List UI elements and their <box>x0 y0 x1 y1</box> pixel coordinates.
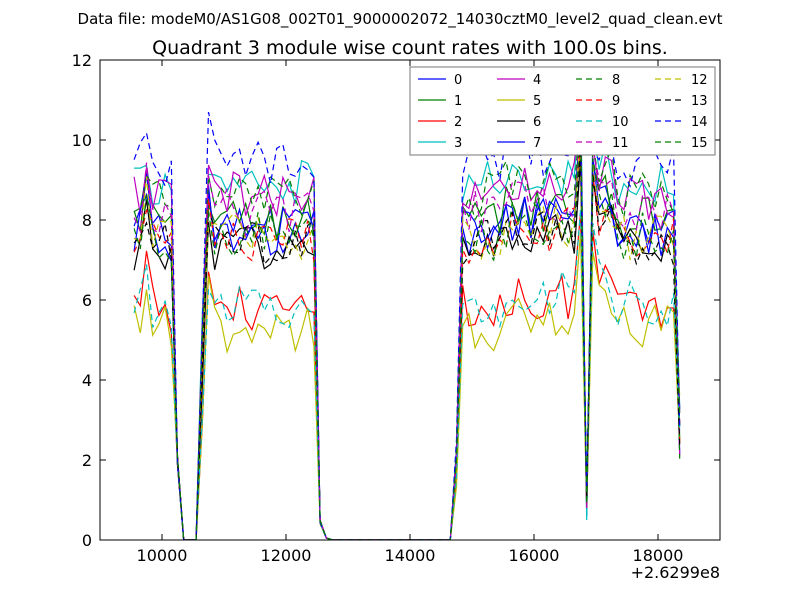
series-line-15 <box>133 121 681 540</box>
y-tick-label: 8 <box>82 211 92 230</box>
series-line-10 <box>133 209 681 540</box>
x-tick-label: 14000 <box>385 546 436 565</box>
y-tick-label: 0 <box>82 531 92 550</box>
legend-label-11: 11 <box>612 136 629 151</box>
legend-label-7: 7 <box>533 136 541 151</box>
legend-label-12: 12 <box>691 73 708 88</box>
x-tick-label: 12000 <box>261 546 312 565</box>
legend-label-3: 3 <box>454 136 462 151</box>
x-tick-label: 18000 <box>633 546 684 565</box>
legend-label-6: 6 <box>533 115 541 130</box>
y-tick-label: 10 <box>72 131 92 150</box>
legend-label-8: 8 <box>612 73 620 88</box>
series-line-12 <box>133 134 681 540</box>
chart-suptitle: Data file: modeM0/AS1G08_002T01_90000020… <box>78 10 723 29</box>
legend-label-10: 10 <box>612 115 629 130</box>
y-tick-label: 2 <box>82 451 92 470</box>
series-line-11 <box>133 111 681 540</box>
series-line-13 <box>133 148 681 540</box>
legend-label-0: 0 <box>454 73 462 88</box>
legend-label-1: 1 <box>454 94 462 109</box>
y-tick-label: 12 <box>72 51 92 70</box>
x-tick-label: 16000 <box>509 546 560 565</box>
chart-title: Quadrant 3 module wise count rates with … <box>152 37 668 59</box>
y-tick-label: 6 <box>82 291 92 310</box>
legend-label-4: 4 <box>533 73 541 88</box>
x-tick-label: 10000 <box>137 546 188 565</box>
y-tick-label: 4 <box>82 371 92 390</box>
legend-label-2: 2 <box>454 115 462 130</box>
series-line-0 <box>133 128 681 540</box>
legend-label-5: 5 <box>533 94 541 109</box>
legend-box <box>409 66 716 156</box>
series-line-14 <box>133 111 681 540</box>
series-line-5 <box>133 233 681 540</box>
legend-label-14: 14 <box>691 115 708 130</box>
legend-label-9: 9 <box>612 94 620 109</box>
legend-label-13: 13 <box>691 94 708 109</box>
x-offset-label: +2.6299e8 <box>631 563 720 582</box>
legend-label-15: 15 <box>691 136 708 151</box>
